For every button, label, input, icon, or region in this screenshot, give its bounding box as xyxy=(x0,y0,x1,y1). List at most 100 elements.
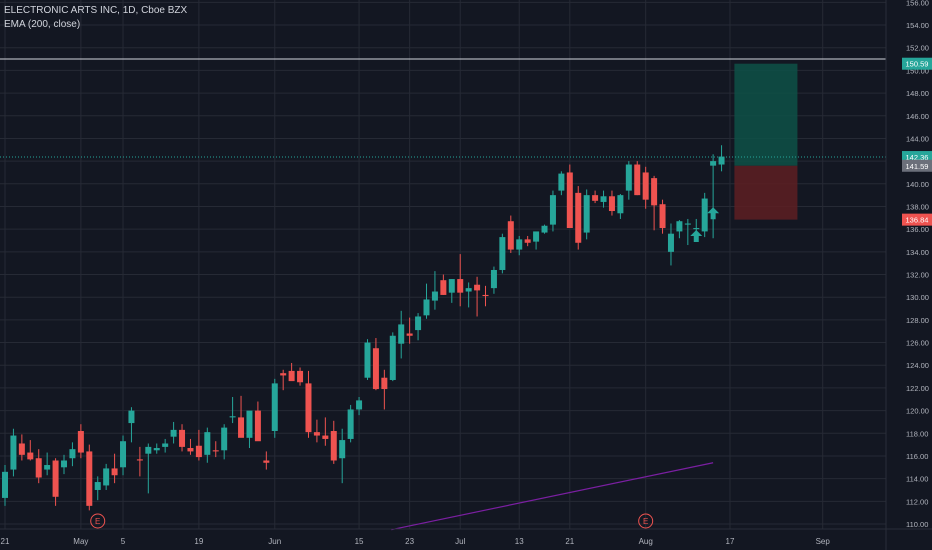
candle xyxy=(145,443,152,494)
time-tick-label: Sep xyxy=(816,537,831,546)
candle xyxy=(263,451,270,470)
candle xyxy=(2,465,8,506)
candle-body xyxy=(608,196,615,212)
candle-body xyxy=(490,269,497,289)
candle-body xyxy=(86,451,93,506)
candle xyxy=(381,369,388,410)
candle xyxy=(490,266,497,294)
candle xyxy=(406,317,413,344)
candle-body xyxy=(179,429,186,447)
price-label-text: 150.59 xyxy=(906,60,929,69)
time-tick-label: 21 xyxy=(1,537,10,546)
candle-body xyxy=(651,178,658,206)
price-tick-label: 116.00 xyxy=(906,452,928,461)
price-tick-label: 122.00 xyxy=(906,384,929,393)
price-tick-label: 132.00 xyxy=(906,271,929,280)
candle-body xyxy=(575,192,582,243)
price-label: 141.59 xyxy=(902,159,932,172)
candle-body xyxy=(313,432,320,436)
candle-body xyxy=(322,435,329,439)
earnings-label: E xyxy=(95,517,100,526)
price-tick-label: 140.00 xyxy=(906,180,929,189)
candle xyxy=(659,199,666,234)
candle xyxy=(179,424,186,452)
candle xyxy=(18,434,25,461)
candle xyxy=(322,417,329,446)
candle-body xyxy=(465,288,472,292)
candle xyxy=(103,463,110,490)
price-tick-label: 110.00 xyxy=(906,520,928,529)
candle xyxy=(389,332,396,382)
candle xyxy=(297,367,304,386)
candle xyxy=(465,282,472,308)
candle xyxy=(120,435,127,476)
time-tick-label: Jun xyxy=(268,537,281,546)
candle xyxy=(280,369,287,391)
price-tick-label: 154.00 xyxy=(906,21,929,30)
candle xyxy=(288,362,295,382)
candle-body xyxy=(94,482,101,490)
candle-body xyxy=(423,299,430,316)
earnings-marker: E xyxy=(90,513,106,529)
candle-body xyxy=(111,468,118,476)
candle-body xyxy=(27,452,34,460)
candle xyxy=(10,428,17,477)
candle xyxy=(111,453,118,484)
candle xyxy=(634,161,641,196)
candle-body xyxy=(549,195,556,225)
candle-body xyxy=(667,233,674,252)
price-label: 150.59 xyxy=(902,57,932,70)
candle xyxy=(701,192,708,238)
candle-body xyxy=(507,221,514,250)
price-tick-label: 124.00 xyxy=(906,361,929,370)
candle xyxy=(625,161,632,200)
candle-body xyxy=(238,417,245,438)
candle xyxy=(558,171,565,196)
time-tick-label: 19 xyxy=(194,537,203,546)
candle xyxy=(608,190,615,216)
candle xyxy=(642,166,649,209)
price-tick-label: 136.00 xyxy=(906,225,929,234)
price-label-box xyxy=(902,213,932,226)
candle-body xyxy=(524,239,531,243)
candle xyxy=(583,189,590,240)
earnings-label: E xyxy=(643,517,648,526)
candle-body xyxy=(701,198,708,232)
candle-body xyxy=(364,342,371,378)
price-tick-label: 152.00 xyxy=(906,44,929,53)
candle-body xyxy=(128,410,135,424)
price-label-text: 142.36 xyxy=(906,153,929,162)
ema-line xyxy=(391,462,714,531)
candle xyxy=(136,446,143,477)
buy-arrow-icon xyxy=(707,207,720,220)
profit-zone xyxy=(734,63,798,166)
time-tick-label: 15 xyxy=(355,537,364,546)
candle-body xyxy=(44,465,51,470)
earnings-marker: E xyxy=(638,513,654,529)
candle xyxy=(592,190,599,204)
candle-body xyxy=(280,373,287,376)
time-tick-label: 21 xyxy=(565,537,574,546)
candle-body xyxy=(693,228,700,230)
candle-body xyxy=(271,383,278,432)
candle xyxy=(524,235,531,247)
candle xyxy=(170,421,177,444)
candle xyxy=(44,452,51,476)
candle-body xyxy=(625,164,632,191)
candle xyxy=(128,407,135,443)
price-tick-label: 120.00 xyxy=(906,407,929,416)
candle xyxy=(238,395,245,438)
price-tick-label: 112.00 xyxy=(906,497,928,506)
earnings-icon xyxy=(90,513,106,529)
candle-body xyxy=(457,279,464,293)
time-tick-label: 17 xyxy=(726,537,735,546)
candle xyxy=(507,215,514,253)
price-label-text: 136.84 xyxy=(906,216,929,225)
price-tick-label: 150.00 xyxy=(906,66,929,75)
candle-body xyxy=(684,223,691,225)
candle xyxy=(566,164,573,229)
candle-body xyxy=(61,460,68,468)
candle-body xyxy=(162,443,169,447)
price-tick-label: 148.00 xyxy=(906,89,929,98)
